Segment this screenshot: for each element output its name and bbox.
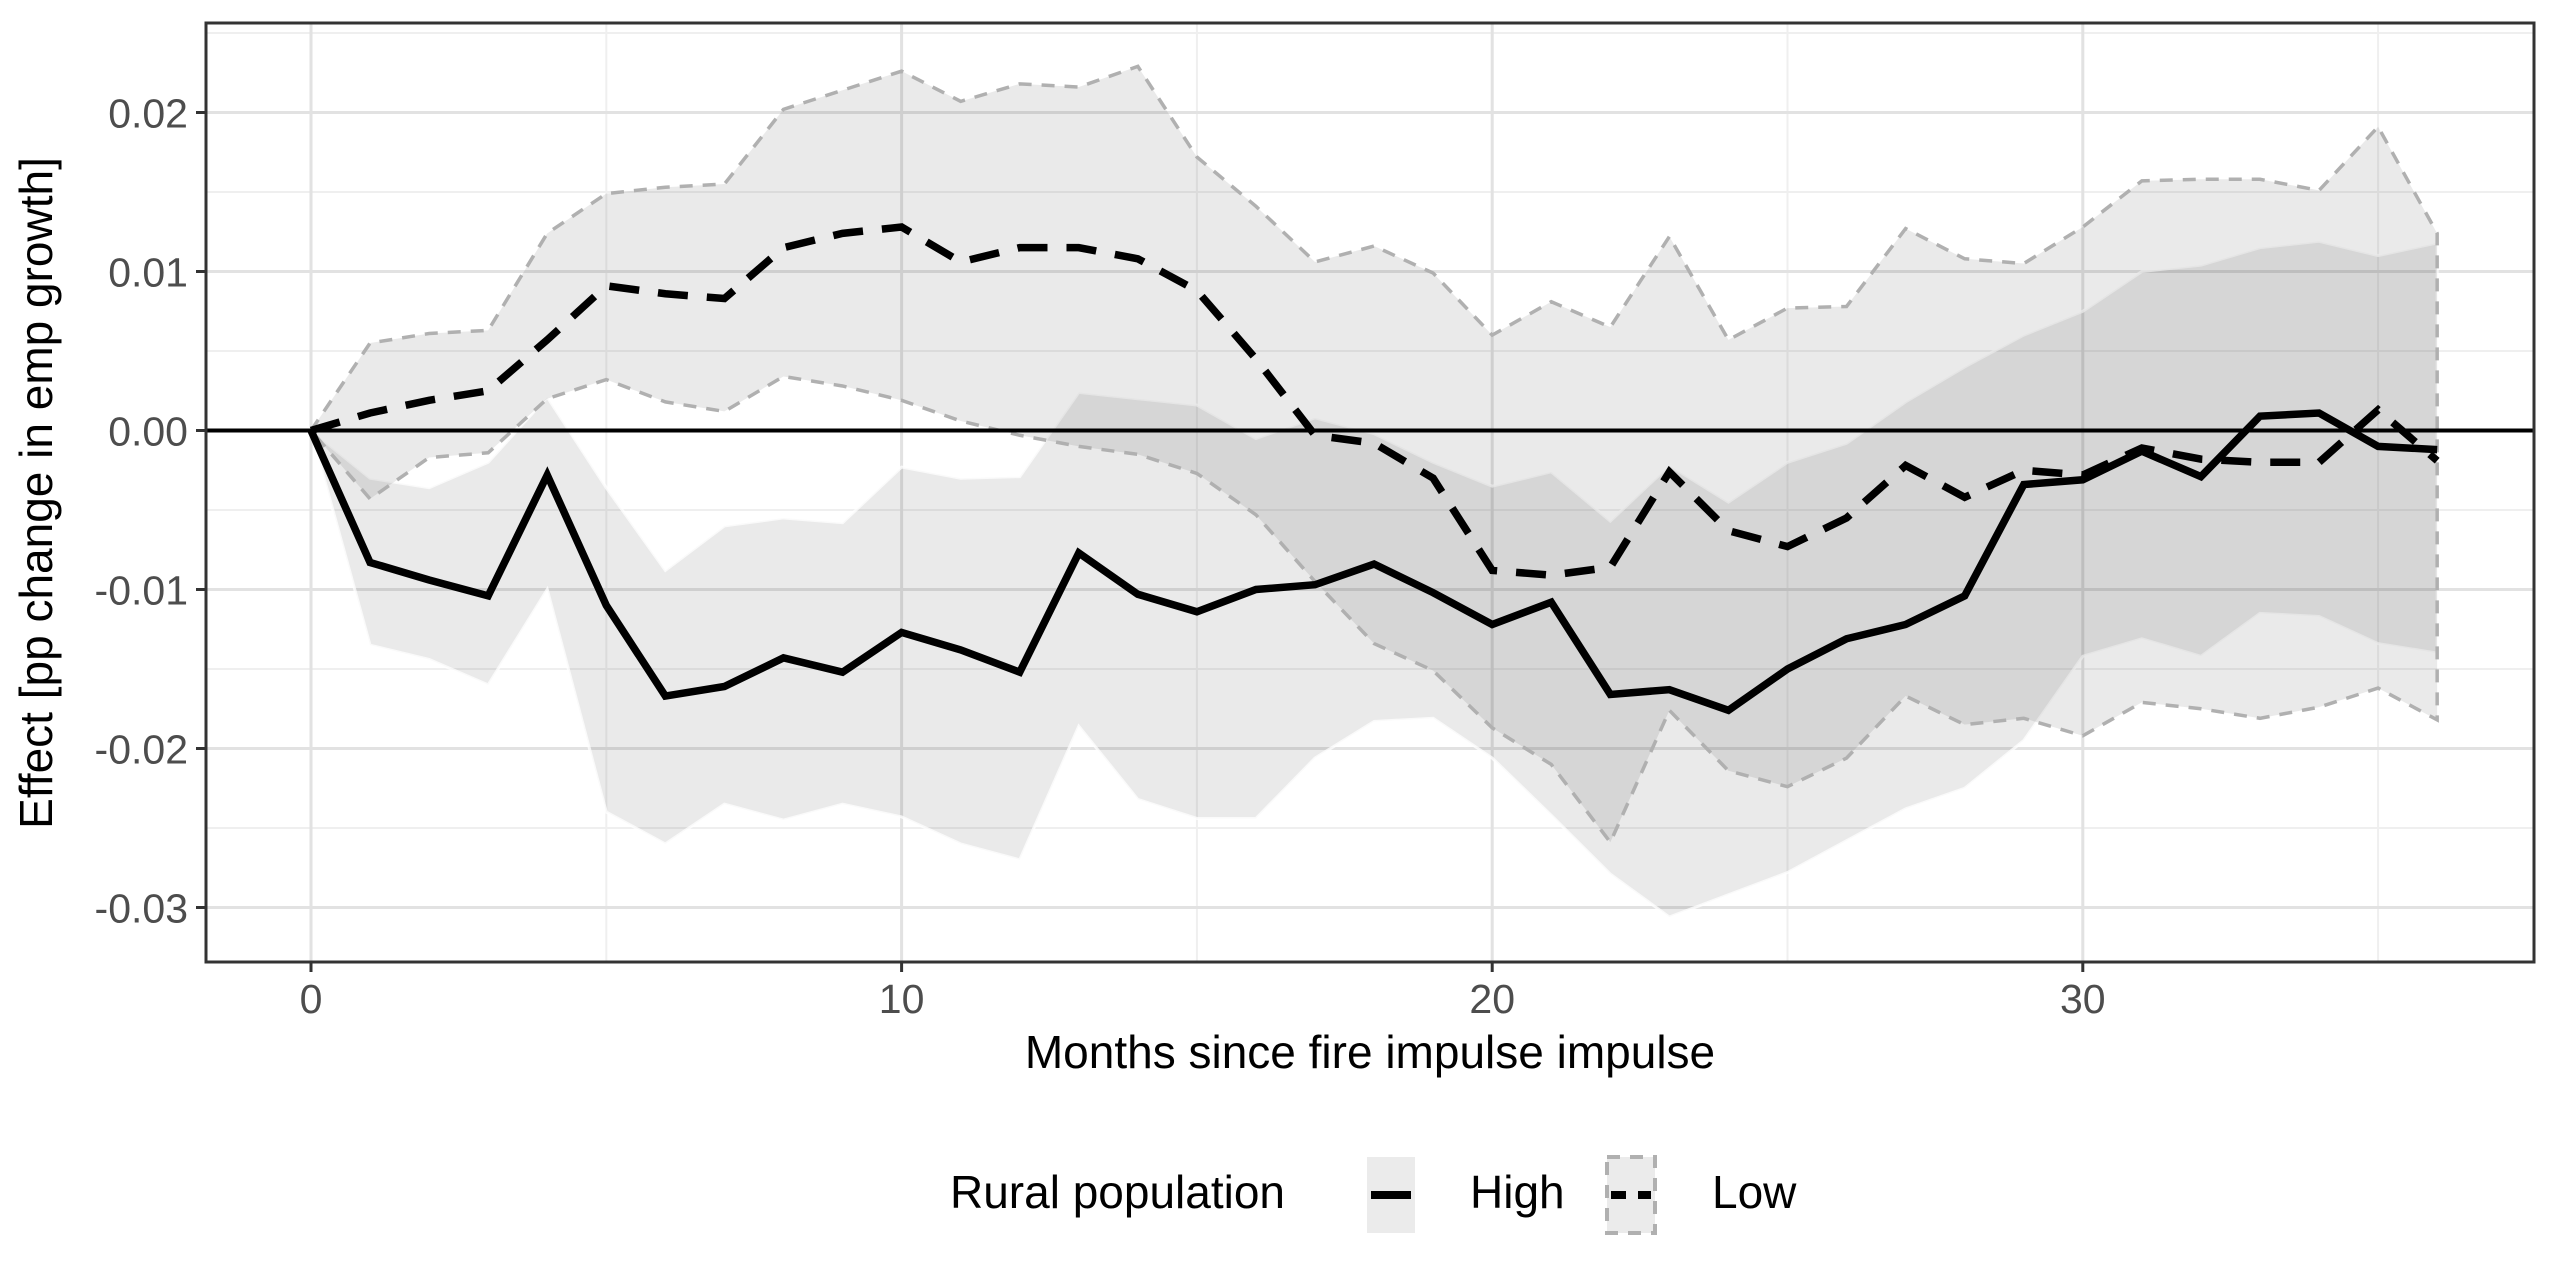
series-line-high [307, 409, 2438, 715]
legend: Rural population High Low [950, 1155, 1797, 1235]
y-tick-label: 0.01 [108, 250, 188, 296]
x-axis-title: Months since fire impulse impulse [1025, 1026, 1715, 1078]
panel-border [204, 21, 2536, 964]
confidence-ribbons [308, 64, 2439, 919]
x-tick-label: 10 [879, 976, 925, 1022]
y-tick-label: 0.00 [108, 409, 188, 455]
y-tick-label: -0.01 [95, 568, 188, 614]
legend-title: Rural population [950, 1166, 1285, 1218]
series-line-low [309, 223, 2440, 579]
y-axis-title: Effect [pp change in emp growth] [10, 157, 62, 829]
x-tick-label: 30 [2060, 976, 2106, 1022]
x-tick-label: 20 [1469, 976, 1515, 1022]
x-tick-label: 0 [300, 976, 323, 1022]
axis-tick-labels: 0 10 20 30 0.02 0.01 0.00 -0.01 -0.02 -0.03 [95, 91, 2106, 1023]
legend-key-low [1605, 1155, 1657, 1235]
legend-label-low: Low [1712, 1166, 1797, 1218]
series-lines [307, 223, 2440, 715]
y-tick-label: -0.02 [95, 727, 188, 773]
axis-ticks [196, 111, 2085, 972]
ribbon-low [308, 64, 2439, 846]
legend-label-high: High [1470, 1166, 1565, 1218]
y-tick-label: 0.02 [108, 91, 188, 137]
legend-key-high [1367, 1157, 1415, 1233]
y-tick-label: -0.03 [95, 886, 188, 932]
panel-border-rect [204, 21, 2536, 964]
